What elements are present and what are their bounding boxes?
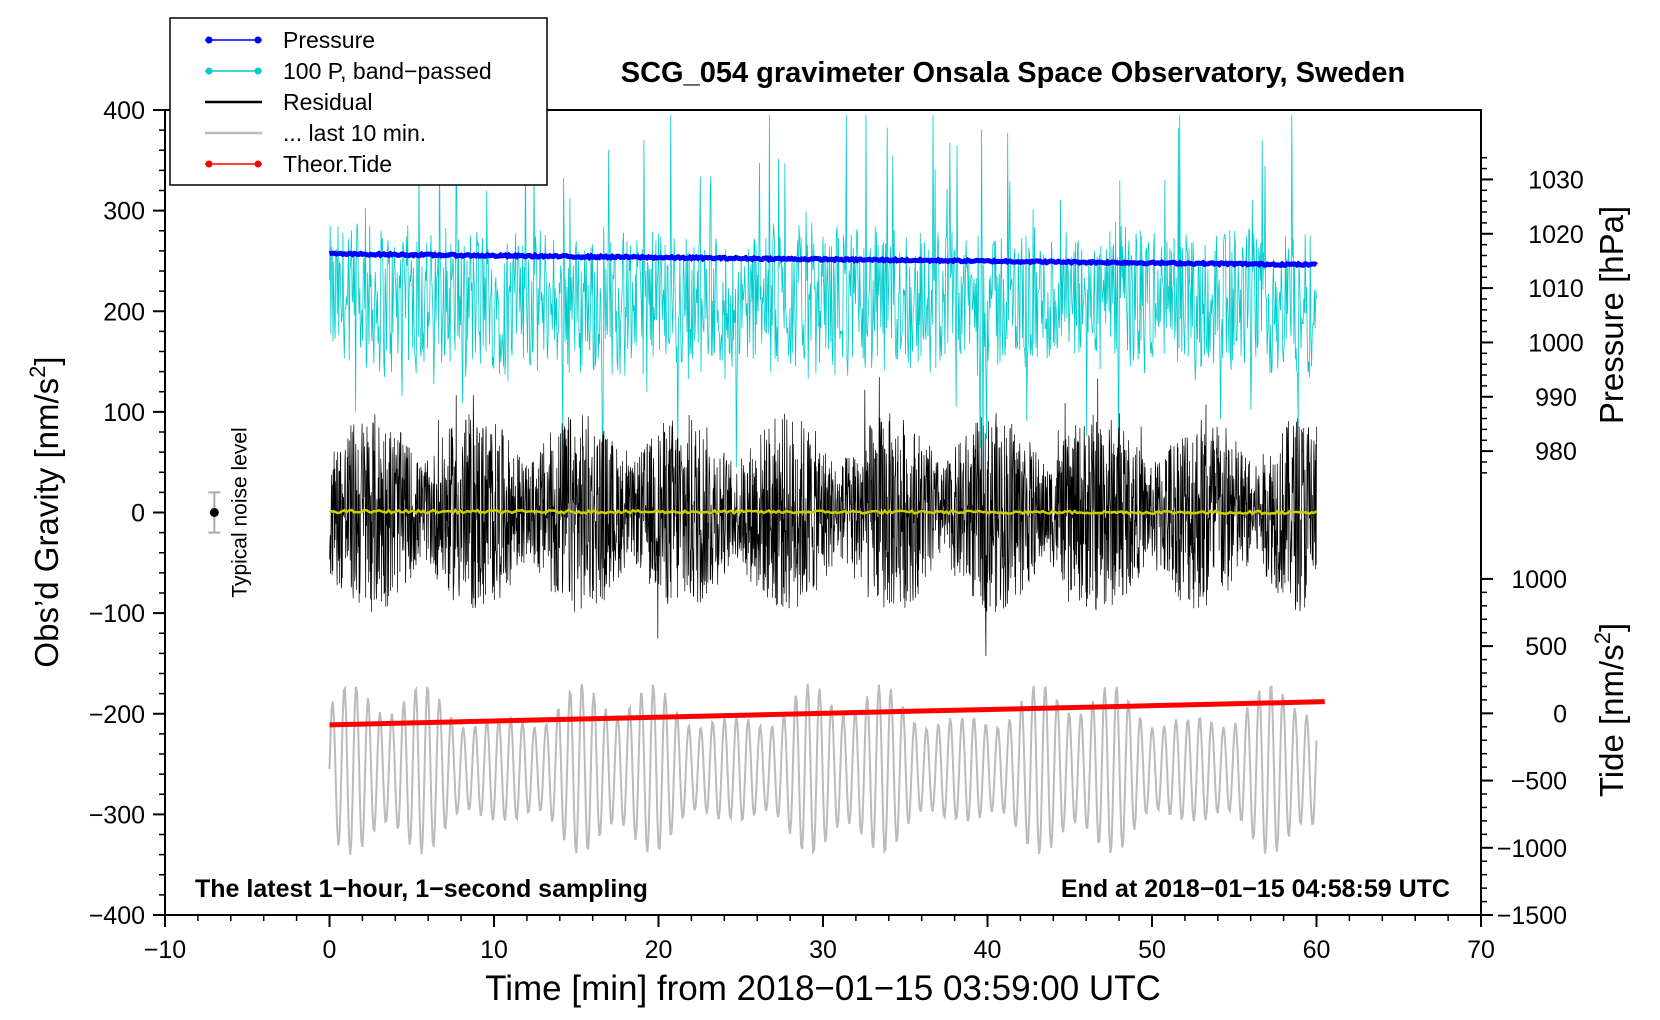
x-tick-label: 30	[809, 936, 837, 964]
y-pressure-tick-label: 990	[1535, 384, 1577, 412]
noise-label-group: Typical noise level	[228, 427, 251, 597]
series-bandpassed-line	[329, 114, 1317, 472]
y-left-tick-label: −400	[89, 902, 145, 930]
x-tick-label: 40	[974, 936, 1002, 964]
y-left-tick-label: 200	[103, 298, 145, 326]
legend-label: Residual	[283, 89, 373, 115]
x-tick-label: −10	[144, 936, 186, 964]
y-tide-tick-label: −1500	[1497, 902, 1567, 930]
y-tide-tick-label: −1000	[1497, 835, 1567, 863]
x-axis-label: Time [min] from 2018−01−15 03:59:00 UTC	[485, 969, 1161, 1008]
y-tide-tick-label: 1000	[1511, 566, 1567, 594]
y-left-tick-label: 0	[131, 500, 145, 528]
x-axis: −10 0 10 20 30 40 50 60 70	[144, 915, 1495, 964]
x-tick-label: 60	[1303, 936, 1331, 964]
data-traces	[328, 114, 1325, 855]
legend-label: Pressure	[283, 27, 375, 53]
y-pressure-tick-label: 1020	[1528, 221, 1584, 249]
series-last10-line	[328, 683, 1318, 855]
legend-marker	[205, 36, 213, 44]
y-pressure-tick-label: 980	[1535, 438, 1577, 466]
series-residual-line	[329, 377, 1317, 657]
y-tide-tick-label: −500	[1511, 768, 1567, 796]
legend-marker	[254, 67, 262, 75]
x-tick-label: 70	[1467, 936, 1495, 964]
x-tick-label: 10	[480, 936, 508, 964]
legend-label: ... last 10 min.	[283, 120, 426, 146]
noise-marker: Typical noise level	[208, 427, 251, 598]
series-tide-line	[329, 699, 1325, 728]
y-tide-tick-label: 0	[1553, 700, 1567, 728]
y-tide-tick-label: 500	[1525, 633, 1567, 661]
legend-marker	[254, 160, 262, 168]
series-smoothed-line	[329, 508, 1318, 516]
y-axis-left-label: Obs’d Gravity [nm/s2]	[25, 356, 65, 667]
y-axis-pressure-label: Pressure [hPa]	[1593, 206, 1630, 424]
y-left-tick-label: −300	[89, 801, 145, 829]
y-left-tick-label: −100	[89, 600, 145, 628]
series-pressure-line	[328, 250, 1318, 268]
legend-label: Theor.Tide	[283, 151, 392, 177]
x-tick-label: 20	[645, 936, 673, 964]
y-axis-tide: 1000 500 0 −500 −1000 −1500	[1481, 566, 1567, 930]
legend: Pressure 100 P, band−passed Residual ... la…	[169, 17, 548, 186]
y-pressure-tick-label: 1010	[1528, 275, 1584, 303]
x-tick-label: 0	[323, 936, 337, 964]
legend-marker	[254, 36, 262, 44]
legend-label: 100 P, band−passed	[283, 58, 492, 84]
annotation-left: The latest 1−hour, 1−second sampling	[195, 875, 648, 903]
chart-title: SCG_054 gravimeter Onsala Space Observat…	[621, 57, 1405, 89]
y-pressure-tick-label: 1030	[1528, 166, 1584, 194]
x-tick-label: 50	[1138, 936, 1166, 964]
y-pressure-tick-label: 1000	[1528, 329, 1584, 357]
legend-marker	[205, 67, 213, 75]
annotation-right: End at 2018−01−15 04:58:59 UTC	[1061, 875, 1450, 903]
y-axis-tide-label: Tide [nm/s2]	[1590, 623, 1630, 797]
noise-label: Typical noise level	[228, 427, 251, 597]
y-left-tick-label: −200	[89, 701, 145, 729]
y-left-tick-label: 300	[103, 198, 145, 226]
y-left-tick-label: 400	[103, 97, 145, 125]
y-axis-left: 400 300 200 100 0 −100 −200 −300 −400	[89, 97, 165, 930]
y-axis-pressure: 1030 1020 1010 1000 990 980	[1481, 156, 1584, 474]
noise-point	[209, 508, 219, 517]
legend-marker	[205, 160, 213, 168]
y-left-tick-label: 100	[103, 399, 145, 427]
